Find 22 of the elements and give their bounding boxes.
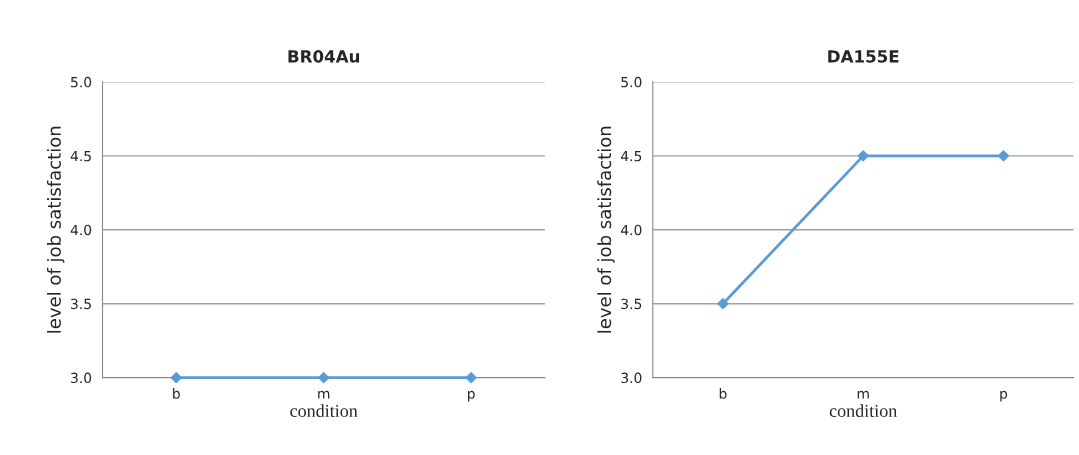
y-tick-label: 4.5 — [620, 150, 642, 162]
y-tick-label: 3.5 — [71, 298, 91, 310]
y-tick-label: 4.5 — [70, 150, 91, 162]
y-tick-label: 5.0 — [621, 76, 642, 88]
y-axis-title: level of job satisfaction — [597, 126, 615, 333]
x-tick-label: p — [1000, 390, 1008, 402]
x-tick-label: m — [318, 390, 330, 399]
chart-title: DA155E — [828, 50, 899, 63]
x-tick-label: m — [857, 390, 869, 399]
y-tick-label: 3.5 — [621, 298, 642, 310]
y-tick-label: 3.0 — [621, 372, 642, 384]
chart-title: BR04Au — [288, 50, 360, 63]
y-axis-title: level of job satisfaction — [46, 126, 65, 333]
y-tick-label: 4.0 — [70, 224, 92, 236]
x-tick-label: p — [468, 390, 475, 402]
x-axis-title: condition — [829, 404, 898, 417]
y-tick-label: 5.0 — [71, 76, 92, 88]
x-tick-label: b — [719, 388, 727, 399]
y-tick-label: 3.0 — [71, 372, 92, 384]
x-tick-label: b — [173, 388, 180, 399]
y-tick-label: 4.0 — [620, 224, 642, 236]
x-axis-title: condition — [290, 404, 358, 417]
